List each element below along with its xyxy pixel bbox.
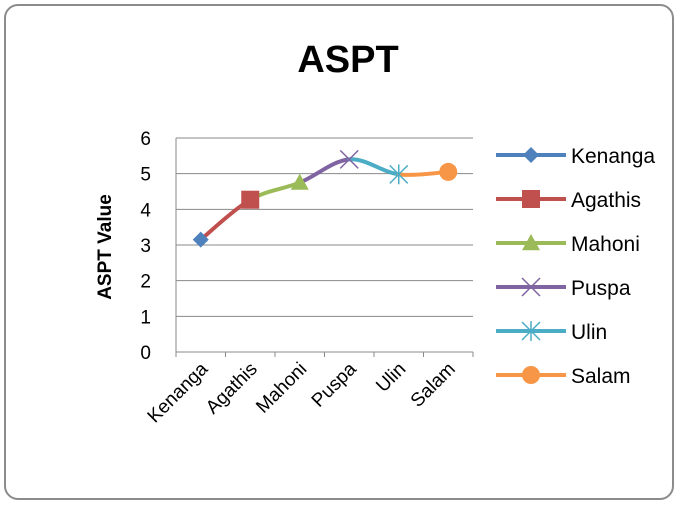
legend-item-mahoni: Mahoni <box>496 233 640 256</box>
legend-label: Salam <box>571 365 631 388</box>
marker-puspa <box>339 149 359 169</box>
legend-marker <box>523 147 539 163</box>
marker-puspa-stroke-b <box>339 149 359 169</box>
marker-agathis <box>241 190 260 209</box>
y-tick-label: 5 <box>140 165 151 186</box>
legend-item-puspa: Puspa <box>496 277 631 300</box>
marker-mahoni-shape <box>290 173 309 190</box>
marker-mahoni <box>290 173 309 190</box>
legend: Kenanga Agathis Mahoni Puspa Ulin Salam <box>496 145 655 388</box>
legend-marker-shape <box>523 147 539 163</box>
y-tick-labels: 0 1 2 3 4 5 6 <box>140 129 151 364</box>
legend-label: Ulin <box>571 321 607 344</box>
legend-label: Kenanga <box>571 145 655 168</box>
x-tick-label: Mahoni <box>252 359 311 418</box>
series-lines <box>198 157 451 242</box>
legend-item-kenanga: Kenanga <box>496 145 655 168</box>
legend-label: Agathis <box>571 189 641 212</box>
y-axis-label: ASPT Value <box>95 194 116 300</box>
series-line-puspa <box>297 157 352 185</box>
y-tick-label: 0 <box>140 343 151 364</box>
legend-marker <box>522 366 540 384</box>
legend-marker-shape <box>522 190 540 208</box>
chart-title: ASPT <box>297 39 398 81</box>
x-tick-label: Puspa <box>308 358 361 411</box>
y-tick-label: 4 <box>140 200 151 221</box>
y-tick-label: 3 <box>140 236 151 257</box>
legend-item-ulin: Ulin <box>496 321 607 344</box>
legend-marker <box>521 321 541 341</box>
axes <box>175 138 474 357</box>
marker-salam-shape <box>439 162 458 181</box>
legend-marker <box>521 277 541 297</box>
x-tick-label: Kenanga <box>144 358 213 427</box>
legend-label: Puspa <box>571 277 631 300</box>
y-tick-label: 6 <box>140 129 151 150</box>
legend-marker-shape <box>522 366 540 384</box>
marker-kenanga <box>192 231 209 248</box>
legend-item-salam: Salam <box>496 365 631 388</box>
x-tick-label: Salam <box>407 359 460 412</box>
legend-marker <box>522 190 540 208</box>
y-tick-label: 2 <box>140 272 151 293</box>
legend-label: Mahoni <box>571 233 640 256</box>
y-tick-label: 1 <box>140 307 151 328</box>
marker-ulin <box>389 164 409 185</box>
series-markers <box>192 149 458 248</box>
legend-marker-shape <box>522 234 540 251</box>
x-tick-label: Agathis <box>202 359 262 419</box>
grid-lines <box>176 137 473 317</box>
legend-marker-stroke-b <box>521 277 541 297</box>
series-line-ulin <box>347 157 401 177</box>
x-tick-label: Ulin <box>372 359 410 397</box>
marker-agathis-shape <box>241 190 260 209</box>
legend-marker <box>522 234 540 251</box>
marker-salam <box>439 162 458 181</box>
marker-kenanga-shape <box>192 231 209 248</box>
legend-item-agathis: Agathis <box>496 189 641 212</box>
chart-frame <box>4 4 674 500</box>
